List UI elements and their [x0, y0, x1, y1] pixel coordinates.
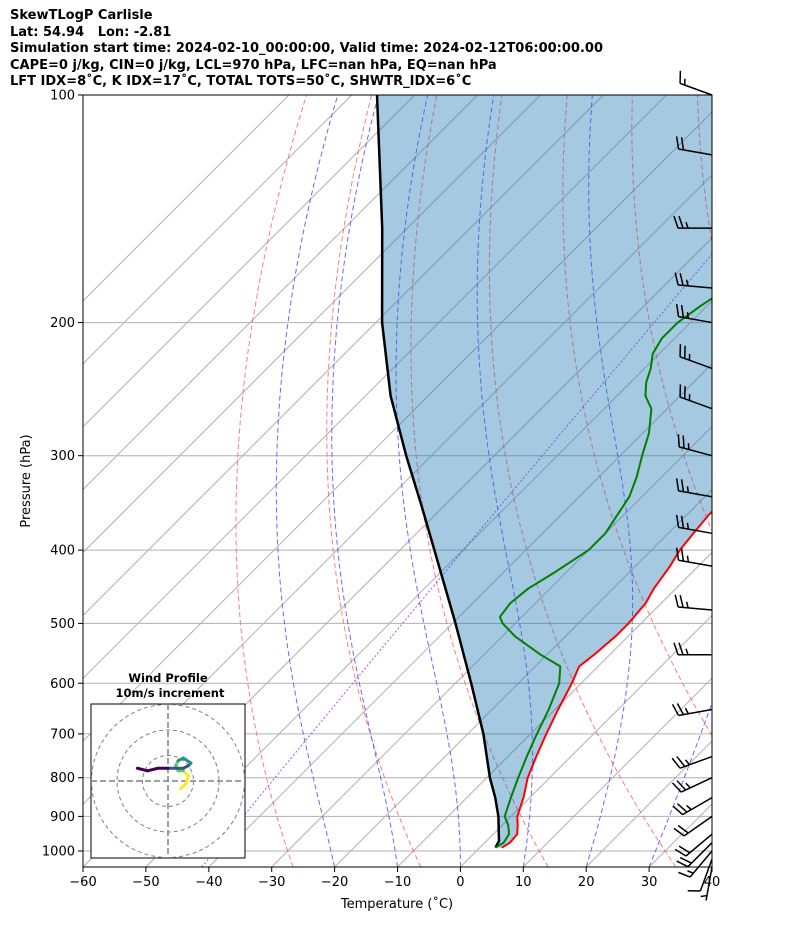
- y-tick-label: 1000: [42, 844, 75, 859]
- isotherm-line: [271, 425, 712, 867]
- wind-barb: [687, 858, 713, 892]
- isotherm-line: [522, 677, 712, 867]
- wind-barb: [673, 815, 713, 837]
- isotherm-line: [208, 363, 712, 867]
- wind-barb: [678, 850, 713, 878]
- x-tick-label: 10: [515, 875, 532, 890]
- wind-barb: [679, 344, 713, 370]
- dry-adiabat: [562, 95, 712, 737]
- y-tick-label: 700: [50, 727, 75, 742]
- wind-barb: [675, 547, 713, 567]
- moist-adiabat: [331, 95, 398, 867]
- y-tick-label: 500: [50, 617, 75, 632]
- wind-barb: [679, 70, 713, 96]
- isotherm-line: [711, 866, 712, 867]
- axis-ticks: −60 −50 −40 −30 −20 −10 0 10 20 30 40 100 200 300 400 5…: [42, 89, 720, 891]
- isotherm-line: [334, 488, 712, 867]
- wind-barb: [679, 384, 713, 410]
- moist-adiabat: [648, 701, 712, 867]
- wind-barb: [674, 833, 713, 857]
- y-tick-label: 100: [50, 89, 75, 104]
- wind-barb: [674, 272, 713, 289]
- y-axis-label: Pressure (hPa): [19, 434, 34, 527]
- y-tick-label: 400: [50, 544, 75, 559]
- isotherm-line: [83, 95, 290, 302]
- wind-barb: [675, 136, 713, 156]
- temperature-profile: [501, 510, 712, 849]
- wind-barb: [674, 594, 713, 611]
- x-tick-label: −20: [321, 875, 348, 890]
- isotherm-line: [83, 95, 604, 617]
- x-tick-label: −30: [258, 875, 285, 890]
- header-indices-2: LFT IDX=8˚C, K IDX=17˚C, TOTAL TOTS=50˚C…: [10, 74, 472, 89]
- isotherm-line: [83, 95, 353, 365]
- isotherm-line: [83, 95, 667, 680]
- wind-barb: [675, 514, 713, 535]
- header-indices-1: CAPE=0 j/kg, CIN=0 j/kg, LCL=970 hPa, LF…: [10, 57, 497, 73]
- y-tick-label: 600: [50, 677, 75, 692]
- header-location: Lat: 54.94 Lon: -2.81: [10, 24, 172, 40]
- series-layer: [375, 95, 712, 849]
- wind-barb: [675, 478, 713, 498]
- isotherm-line: [83, 111, 712, 742]
- dry-adiabat: [235, 95, 307, 867]
- x-tick-label: 20: [578, 875, 595, 890]
- moist-adiabat: [711, 865, 712, 867]
- moist-adiabat: [476, 95, 533, 867]
- dry-adiabat: [326, 95, 422, 867]
- wind-barb: [673, 215, 712, 229]
- isotherm-line: [83, 95, 541, 554]
- dewpoint-profile: [494, 297, 712, 849]
- y-tick-label: 900: [50, 810, 75, 825]
- hodograph-segment: [146, 766, 160, 773]
- cin-shading: [377, 95, 712, 848]
- dry-adiabat: [488, 95, 677, 867]
- wind-barb: [673, 642, 712, 656]
- y-tick-label: 300: [50, 449, 75, 464]
- wind-barb: [677, 434, 713, 457]
- x-axis-label: Temperature (˚C): [340, 896, 453, 912]
- moist-adiabat: [585, 95, 634, 867]
- y-tick-label: 200: [50, 316, 75, 331]
- isotherm-line: [460, 614, 712, 867]
- wind-profile-inset: Wind Profile 10m/s increment: [90, 671, 246, 859]
- isotherm-line: [83, 95, 478, 491]
- moist-adiabat: [395, 95, 461, 867]
- wind-barb: [672, 796, 713, 816]
- x-tick-label: 30: [641, 875, 658, 890]
- wind-barb: [671, 755, 713, 769]
- dry-adiabat: [410, 95, 549, 867]
- inset-title: Wind Profile: [128, 671, 208, 685]
- wind-barb: [700, 866, 713, 901]
- parcel-profile: [375, 95, 501, 849]
- wind-barb: [671, 777, 713, 793]
- moist-adiabat: [275, 95, 339, 867]
- plot-header: SkewTLogP Carlisle Lat: 54.94 Lon: -2.81…: [10, 8, 603, 91]
- wind-barbs: [671, 70, 713, 901]
- isotherm-line: [775, 95, 794, 867]
- x-tick-label: −60: [69, 875, 96, 890]
- y-tick-label: 800: [50, 771, 75, 786]
- dry-adiabat: [763, 95, 794, 867]
- x-tick-label: −50: [132, 875, 159, 890]
- hodograph-segment: [135, 766, 150, 773]
- x-tick-label: −10: [384, 875, 411, 890]
- x-tick-label: −40: [195, 875, 222, 890]
- header-title: SkewTLogP Carlisle: [10, 8, 153, 23]
- temperature-parcel-fill: [377, 95, 712, 848]
- hodograph-segment: [181, 756, 193, 765]
- isotherm-line: [145, 300, 712, 867]
- isotherm-line: [397, 551, 712, 867]
- wind-barb: [671, 703, 713, 717]
- x-tick-label: 0: [456, 875, 464, 890]
- wind-barb: [676, 842, 713, 868]
- isotherm-line: [83, 95, 416, 428]
- inset-subtitle: 10m/s increment: [116, 686, 225, 700]
- x-tick-label: 40: [704, 875, 721, 890]
- header-times: Simulation start time: 2024-02-10_00:00:…: [10, 41, 603, 56]
- wind-barb: [675, 304, 713, 324]
- grid-layer: [83, 95, 794, 867]
- mixing-ratio-line: [201, 253, 712, 867]
